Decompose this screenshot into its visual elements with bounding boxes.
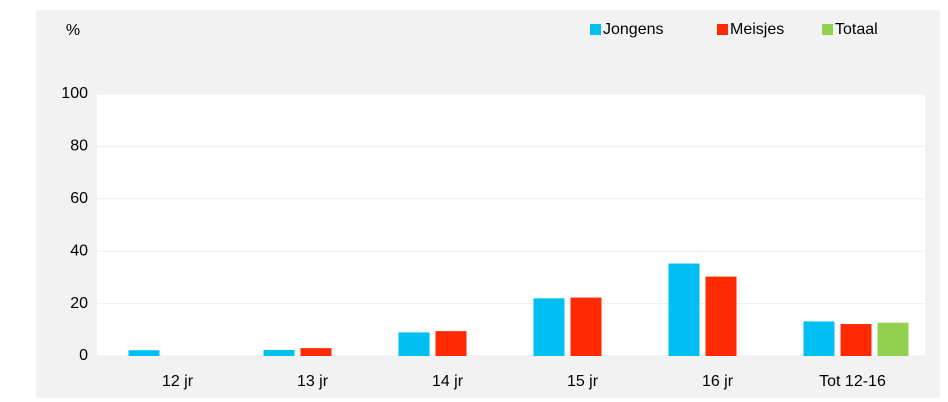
legend-label: Jongens [603,21,664,38]
bar [877,322,909,356]
y-tick-label: 20 [70,295,88,312]
legend-swatch [590,24,601,35]
legend-swatch [822,24,833,35]
bar [435,331,467,356]
x-tick-label: 13 jr [297,373,329,390]
x-tick-label: 12 jr [162,373,194,390]
bar [570,297,602,356]
y-tick-label: 60 [70,190,88,207]
bar [840,324,872,356]
y-tick-label: 80 [70,138,88,155]
bar [128,350,160,356]
x-tick-label: 16 jr [702,373,734,390]
bar [803,321,835,356]
x-tick-label: 14 jr [432,373,464,390]
bar [300,348,332,356]
y-tick-label: 40 [70,242,88,259]
bar [398,332,430,356]
y-tick-label: 0 [79,347,88,364]
legend-label: Totaal [835,21,878,38]
y-axis-label: % [66,22,80,39]
bar [263,349,295,356]
plot-area [97,94,925,356]
y-tick-label: 100 [61,85,88,102]
bar [705,276,737,356]
legend-label: Meisjes [730,21,784,38]
x-tick-label: 15 jr [567,373,599,390]
bar [533,298,565,356]
x-tick-label: Tot 12-16 [819,373,886,390]
legend-swatch [717,24,728,35]
bar [668,263,700,356]
